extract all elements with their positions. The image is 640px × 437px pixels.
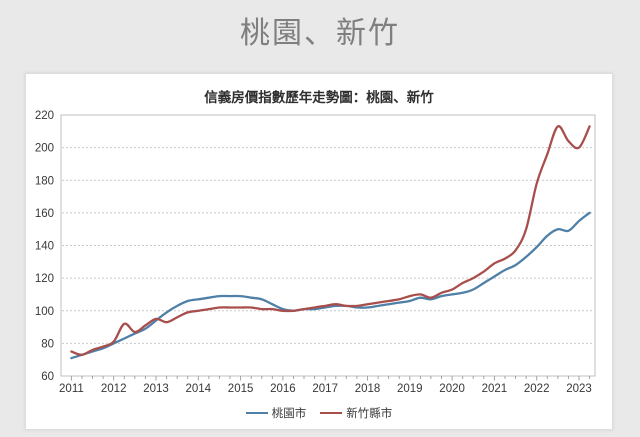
chart-card: 信義房價指數歷年走勢圖：桃園、新竹 60 80 100 120 140 160 180 200… <box>25 73 613 430</box>
plot-border <box>60 114 596 377</box>
x-tick-label: 2014 <box>186 383 212 395</box>
legend-label: 新竹縣市 <box>346 408 393 420</box>
page-title: 桃園、新竹 <box>240 17 400 50</box>
series-line-taoyuan <box>70 211 591 360</box>
legend-swatch <box>320 411 343 415</box>
x-tick-label: 2023 <box>566 383 592 395</box>
x-tick-label: 2013 <box>143 383 169 395</box>
y-tick-label: 160 <box>35 208 54 220</box>
x-tick-label: 2011 <box>59 383 84 395</box>
y-tick-label: 120 <box>35 273 54 285</box>
line-chart: 60 80 100 120 140 160 180 200 220 2011 2012 2013 201… <box>35 110 596 395</box>
y-tick-label: 180 <box>35 175 54 187</box>
legend-swatch <box>245 411 268 415</box>
legend-item-hsinchu: 新竹縣市 <box>320 405 392 421</box>
x-tick-label: 2020 <box>439 383 465 395</box>
chart-legend: 桃園市 新竹縣市 <box>26 403 612 423</box>
y-tick-label: 220 <box>35 110 54 122</box>
legend-label: 桃園市 <box>271 408 307 420</box>
x-tick-label: 2021 <box>482 383 508 395</box>
x-tick-label: 2012 <box>101 383 127 395</box>
x-tick-label: 2015 <box>228 383 254 395</box>
x-tick-label: 2018 <box>355 383 381 395</box>
y-tick-label: 200 <box>35 143 54 155</box>
y-tick-label: 80 <box>41 338 54 350</box>
legend-item-taoyuan: 桃園市 <box>245 405 307 421</box>
x-tick-label: 2017 <box>312 383 338 395</box>
y-tick-label: 60 <box>41 371 54 383</box>
x-tick-label: 2022 <box>524 383 550 395</box>
y-tick-label: 140 <box>35 241 54 253</box>
x-tick-label: 2019 <box>397 383 423 395</box>
y-tick-label: 100 <box>35 306 54 318</box>
series-line-hsinchu <box>70 125 591 356</box>
gridlines <box>62 147 594 344</box>
x-tick-label: 2016 <box>270 383 296 395</box>
chart-title: 信義房價指數歷年走勢圖：桃園、新竹 <box>204 90 434 105</box>
